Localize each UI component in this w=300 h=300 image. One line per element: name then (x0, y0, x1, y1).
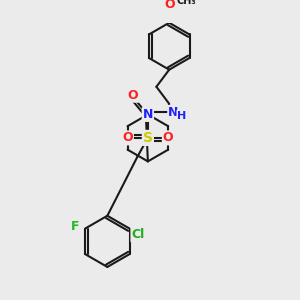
Text: N: N (143, 108, 153, 121)
Text: N: N (168, 106, 178, 119)
Text: O: O (122, 131, 133, 144)
Text: F: F (71, 220, 80, 233)
Text: O: O (163, 131, 173, 144)
Text: O: O (128, 89, 138, 102)
Text: S: S (143, 131, 153, 145)
Text: CH₃: CH₃ (176, 0, 196, 6)
Text: H: H (177, 110, 187, 121)
Text: O: O (164, 0, 175, 11)
Text: Cl: Cl (131, 229, 145, 242)
